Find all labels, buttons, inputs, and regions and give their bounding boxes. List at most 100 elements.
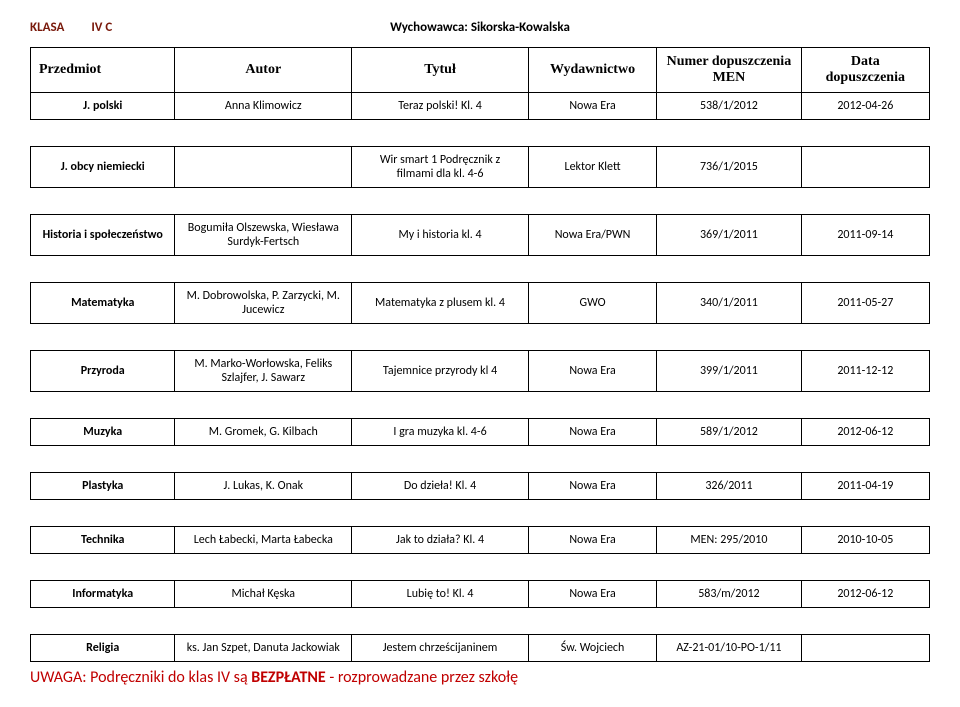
spacer-cell (31, 188, 930, 215)
spacer-row (31, 446, 930, 473)
cell-tytul: Lubię to! Kl. 4 (352, 581, 529, 608)
cell-tytul: Matematyka z plusem kl. 4 (352, 283, 529, 324)
col-data: Data dopuszczenia (801, 48, 929, 93)
spacer-cell (31, 392, 930, 419)
uwaga-mid: Podręczniki do klas IV są (87, 668, 252, 687)
table-row: Religiaks. Jan Szpet, Danuta JackowiakJe… (31, 635, 930, 662)
cell-wyd: Nowa Era (528, 419, 656, 446)
col-przedmiot: Przedmiot (31, 48, 175, 93)
cell-przedmiot: Religia (31, 635, 175, 662)
cell-wyd: Nowa Era (528, 581, 656, 608)
cell-autor (175, 147, 352, 188)
cell-tytul: Tajemnice przyrody kl 4 (352, 351, 529, 392)
cell-tytul: I gra muzyka kl. 4-6 (352, 419, 529, 446)
header-row: KLASA IV C Wychowawca: Sikorska-Kowalska (30, 20, 930, 35)
cell-autor: J. Lukas, K. Onak (175, 473, 352, 500)
cell-wyd: Nowa Era (528, 473, 656, 500)
uwaga-footer: UWAGA: Podręczniki do klas IV są BEZPŁAT… (30, 668, 930, 687)
table-row: TechnikaLech Łabecki, Marta ŁabeckaJak t… (31, 527, 930, 554)
klasa-label: KLASA (30, 20, 64, 35)
cell-wyd: Nowa Era/PWN (528, 215, 656, 256)
cell-wyd: Nowa Era (528, 93, 656, 120)
cell-numer: 736/1/2015 (657, 147, 801, 188)
uwaga-prefix: UWAGA: (30, 668, 87, 687)
col-numer: Numer dopuszczenia MEN (657, 48, 801, 93)
spacer-cell (31, 500, 930, 527)
cell-przedmiot: Muzyka (31, 419, 175, 446)
spacer-cell (31, 554, 930, 581)
cell-autor: Anna Klimowicz (175, 93, 352, 120)
spacer-row (31, 188, 930, 215)
cell-autor: Bogumiła Olszewska, Wiesława Surdyk-Fert… (175, 215, 352, 256)
wychowawca-label: Wychowawca: (390, 20, 468, 35)
cell-tytul: Jak to działa? Kl. 4 (352, 527, 529, 554)
uwaga-bold: BEZPŁATNE (251, 668, 326, 687)
cell-tytul: Teraz polski! Kl. 4 (352, 93, 529, 120)
cell-wyd: GWO (528, 283, 656, 324)
cell-tytul: My i historia kl. 4 (352, 215, 529, 256)
textbook-table: Przedmiot Autor Tytuł Wydawnictwo Numer … (30, 47, 930, 662)
cell-data (801, 147, 929, 188)
cell-data (801, 635, 929, 662)
cell-data: 2011-12-12 (801, 351, 929, 392)
spacer-cell (31, 120, 930, 147)
cell-tytul: Do dzieła! Kl. 4 (352, 473, 529, 500)
spacer-row (31, 392, 930, 419)
cell-autor: ks. Jan Szpet, Danuta Jackowiak (175, 635, 352, 662)
spacer-row (31, 608, 930, 635)
cell-data: 2012-04-26 (801, 93, 929, 120)
cell-przedmiot: Technika (31, 527, 175, 554)
cell-autor: M. Dobrowolska, P. Zarzycki, M. Jucewicz (175, 283, 352, 324)
klasa-value: IV C (91, 20, 112, 35)
cell-autor: Michał Kęska (175, 581, 352, 608)
spacer-row (31, 256, 930, 283)
klasa-block: KLASA IV C (30, 20, 112, 35)
cell-autor: M. Gromek, G. Kilbach (175, 419, 352, 446)
cell-wyd: Nowa Era (528, 527, 656, 554)
wychowawca-block: Wychowawca: Sikorska-Kowalska (390, 20, 570, 35)
cell-autor: M. Marko-Worłowska, Feliks Szlajfer, J. … (175, 351, 352, 392)
spacer-cell (31, 256, 930, 283)
cell-numer: 326/2011 (657, 473, 801, 500)
cell-numer: 399/1/2011 (657, 351, 801, 392)
cell-data: 2010-10-05 (801, 527, 929, 554)
cell-wyd: Lektor Klett (528, 147, 656, 188)
cell-tytul: Wir smart 1 Podręcznik z filmami dla kl.… (352, 147, 529, 188)
cell-wyd: Nowa Era (528, 351, 656, 392)
spacer-cell (31, 324, 930, 351)
cell-autor: Lech Łabecki, Marta Łabecka (175, 527, 352, 554)
uwaga-suffix: - rozprowadzane przez szkołę (326, 668, 518, 687)
table-row: PlastykaJ. Lukas, K. OnakDo dzieła! Kl. … (31, 473, 930, 500)
table-row: InformatykaMichał KęskaLubię to! Kl. 4No… (31, 581, 930, 608)
table-row: PrzyrodaM. Marko-Worłowska, Feliks Szlaj… (31, 351, 930, 392)
cell-przedmiot: J. polski (31, 93, 175, 120)
cell-numer: MEN: 295/2010 (657, 527, 801, 554)
col-autor: Autor (175, 48, 352, 93)
spacer-row (31, 324, 930, 351)
spacer-cell (31, 608, 930, 635)
cell-przedmiot: Przyroda (31, 351, 175, 392)
spacer-row (31, 500, 930, 527)
cell-numer: 340/1/2011 (657, 283, 801, 324)
table-row: J. polskiAnna KlimowiczTeraz polski! Kl.… (31, 93, 930, 120)
cell-przedmiot: J. obcy niemiecki (31, 147, 175, 188)
table-row: J. obcy niemiecki Wir smart 1 Podręcznik … (31, 147, 930, 188)
cell-data: 2011-05-27 (801, 283, 929, 324)
wychowawca-value: Sikorska-Kowalska (471, 20, 570, 35)
table-row: MatematykaM. Dobrowolska, P. Zarzycki, M… (31, 283, 930, 324)
cell-numer: 538/1/2012 (657, 93, 801, 120)
col-wydawnictwo: Wydawnictwo (528, 48, 656, 93)
spacer-row (31, 554, 930, 581)
spacer-cell (31, 446, 930, 473)
cell-data: 2011-04-19 (801, 473, 929, 500)
cell-tytul: Jestem chrześcijaninem (352, 635, 529, 662)
cell-numer: 369/1/2011 (657, 215, 801, 256)
col-tytul: Tytuł (352, 48, 529, 93)
cell-data: 2012-06-12 (801, 581, 929, 608)
cell-przedmiot: Historia i społeczeństwo (31, 215, 175, 256)
header-row-table: Przedmiot Autor Tytuł Wydawnictwo Numer … (31, 48, 930, 93)
cell-przedmiot: Plastyka (31, 473, 175, 500)
cell-data: 2012-06-12 (801, 419, 929, 446)
cell-data: 2011-09-14 (801, 215, 929, 256)
table-row: MuzykaM. Gromek, G. KilbachI gra muzyka … (31, 419, 930, 446)
